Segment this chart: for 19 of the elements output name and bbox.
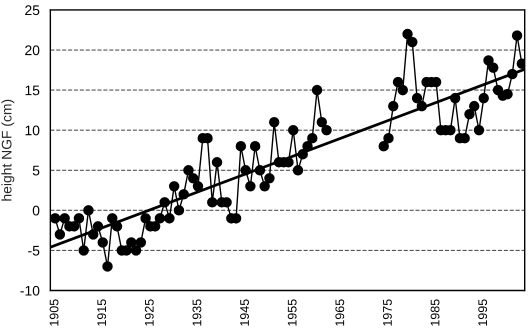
x-tick-label: 1945 xyxy=(240,299,249,326)
y-axis-title: height NGF (cm) xyxy=(1,100,14,201)
y-tick-label: 25 xyxy=(25,5,40,16)
x-tick-label: 1975 xyxy=(382,299,392,326)
x-tick-label: 1935 xyxy=(192,299,202,326)
x-tick-label: 1955 xyxy=(288,299,297,326)
x-tick-label: 1965 xyxy=(335,299,344,326)
x-tick-label: 1995 xyxy=(478,299,488,326)
y-tick-label: 15 xyxy=(26,86,40,96)
y-tick-label: -10 xyxy=(20,286,40,296)
y-tick-label: -5 xyxy=(28,246,40,256)
x-tick-label: 1905 xyxy=(50,299,58,326)
x-tick-label: 1915 xyxy=(97,299,106,326)
y-tick-label: 0 xyxy=(32,206,40,216)
y-tick-label: 5 xyxy=(32,166,40,176)
x-tick-label: 1985 xyxy=(430,299,440,326)
x-tick-label: 1925 xyxy=(144,299,154,326)
y-tick-label: 10 xyxy=(26,126,40,136)
y-tick-label: 20 xyxy=(25,45,40,56)
